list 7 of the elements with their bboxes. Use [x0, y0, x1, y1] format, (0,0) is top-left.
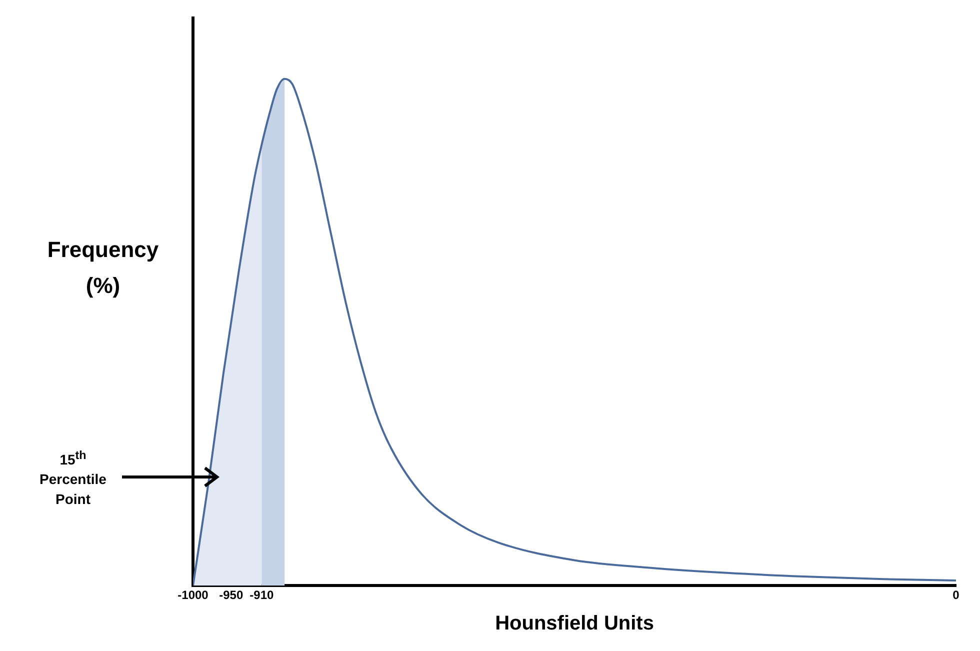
- x-tick-label: 0: [952, 588, 960, 602]
- x-axis-title: Hounsfield Units: [495, 612, 654, 635]
- x-tick-label: -1000: [178, 588, 209, 602]
- x-tick-label: -910: [250, 588, 274, 602]
- text: 15$^{th}$ Percentile Point: [38, 448, 108, 510]
- y-axis-title: Frequency (%): [46, 236, 160, 300]
- x-tick-label: -950: [219, 588, 244, 602]
